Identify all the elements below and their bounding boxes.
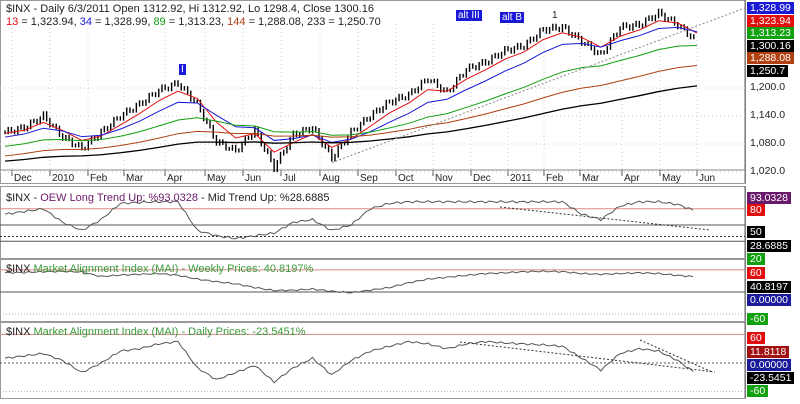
month-label-Mar: Mar [126, 173, 144, 184]
mai-weekly-title: $INX Market Alignment Index (MAI) - Week… [6, 263, 313, 275]
month-label-2010: 2010 [52, 173, 75, 184]
oew-long: OEW Long Trend Up: %93.0328 [40, 192, 198, 204]
oew-mid: - Mid Trend Up: %28.6885 [198, 192, 330, 204]
maiw-text: Market Alignment Index (MAI) - Weekly Pr… [33, 263, 314, 275]
mai-weekly-label: -60 [747, 313, 769, 325]
mai-daily-label: 0.00000 [747, 359, 791, 371]
price-header: $INX - Daily 6/3/2011 Open 1312.92, Hi 1… [6, 3, 374, 15]
ma89-label: 89 [153, 16, 166, 28]
price-label: 1,300.16 [747, 39, 794, 52]
ma-34-line [4, 26, 698, 143]
month-label-May: May [662, 173, 681, 184]
oew-line [4, 200, 694, 240]
mai-weekly-line [4, 270, 694, 294]
month-label-Dec: Dec [473, 173, 491, 184]
oew-prefix: $INX - [6, 192, 41, 204]
month-label-Jun: Jun [245, 173, 261, 184]
price-label: 1,288.08 [747, 52, 794, 64]
ma-header: 13 = 1,323.94, 34 = 1,328.99, 89 = 1,313… [6, 16, 381, 28]
ma144-value: = 1,288.08, [245, 16, 307, 28]
mai-weekly-label: 0.00000 [747, 294, 791, 306]
mai-daily-label: 11.8118 [747, 346, 790, 358]
ma-233-line [4, 85, 698, 162]
mai-daily-line [4, 340, 694, 384]
ma13-label: 13 [6, 16, 19, 28]
ma34-value: = 1,328.99, [91, 16, 154, 28]
wave-label-i: I [179, 64, 186, 75]
month-label-Jul: Jul [283, 173, 296, 184]
wave-label-alt-b: alt B [500, 12, 525, 23]
ma89-value: = 1,313.23, [165, 16, 228, 28]
month-label-Jun: Jun [699, 173, 715, 184]
month-label-Dec: Dec [14, 173, 32, 184]
month-label-May: May [207, 173, 226, 184]
oew-label: 20 [747, 253, 765, 265]
price-label: 1,323.94 [747, 14, 794, 27]
price-label: 1,328.99 [747, 2, 794, 14]
mai-daily-label: -23.5451 [747, 372, 795, 384]
month-label-2011: 2011 [510, 173, 532, 184]
month-label-Oct: Oct [398, 173, 414, 184]
price-axis-label: 1,080.0 [750, 136, 786, 149]
month-label-Aug: Aug [322, 173, 340, 184]
price-axis-label: 1,020.0 [750, 165, 786, 177]
maid-prefix: $INX [6, 326, 34, 338]
ma-144-line [4, 65, 698, 157]
ma34-label: 34 [79, 16, 92, 28]
mai-daily-label: 60 [747, 332, 765, 344]
oew-label: 28.6885 [747, 240, 791, 252]
month-label-Nov: Nov [435, 173, 453, 184]
mai-daily-trendline [459, 341, 716, 373]
oew-title: $INX - OEW Long Trend Up: %93.0328 - Mid… [6, 192, 329, 204]
mai-weekly-label: 40.8197 [747, 281, 791, 293]
mai-daily-label: -60 [747, 385, 769, 397]
month-label-Mar: Mar [582, 173, 600, 184]
mai-weekly-label: 60 [747, 267, 765, 279]
price-label: 1,250.7 [747, 64, 789, 77]
oew-label: 93.0328 [747, 192, 791, 204]
oew-trendline [499, 206, 711, 231]
month-label-Apr: Apr [624, 173, 640, 184]
trendline [331, 7, 746, 164]
mai-daily-title: $INX Market Alignment Index (MAI) - Dail… [6, 326, 306, 338]
oew-label: 50 [747, 226, 765, 238]
price-axis-label: 1,140.0 [750, 108, 786, 121]
wave-label-alt-iii: alt III [456, 10, 482, 21]
price-axis-label: 1,200.0 [750, 80, 786, 93]
ma144-label: 144 [227, 16, 246, 28]
wave-label-1: 1 [552, 10, 558, 21]
month-label-Feb: Feb [90, 173, 108, 184]
month-label-Sep: Sep [360, 173, 378, 184]
price-label: 1,313.23 [747, 27, 794, 39]
oew-label: 80 [747, 204, 765, 216]
ma233-value: 233 = 1,250.70 [306, 16, 381, 28]
ma-89-line [4, 44, 698, 147]
maiw-prefix: $INX [6, 263, 34, 275]
month-label-Feb: Feb [546, 173, 564, 184]
month-label-Apr: Apr [167, 173, 183, 184]
mai-daily-trendline [639, 339, 713, 373]
maid-text: Market Alignment Index (MAI) - Daily Pri… [33, 326, 306, 338]
ma13-value: = 1,323.94, [18, 16, 80, 28]
